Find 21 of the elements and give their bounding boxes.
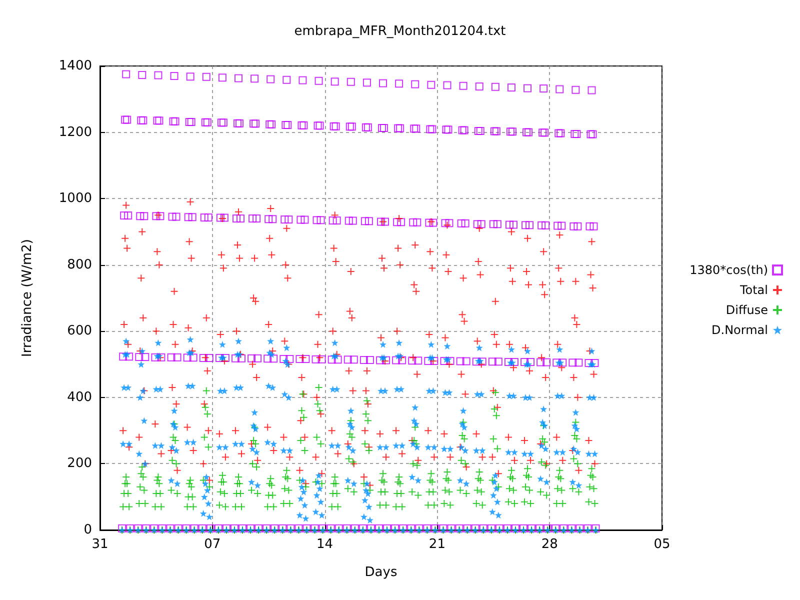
y-tick-label: 1200 xyxy=(58,124,92,140)
x-tick-label: 14 xyxy=(316,537,334,552)
y-tick-label: 1400 xyxy=(58,58,92,74)
x-tick-label: 28 xyxy=(541,537,558,552)
legend-label: D.Normal xyxy=(712,323,768,337)
x-tick-label: 07 xyxy=(204,537,221,552)
x-tick-label: 31 xyxy=(92,537,108,552)
y-tick-label: 400 xyxy=(67,390,92,405)
x-tick-label: 21 xyxy=(428,537,446,552)
legend-label: Diffuse xyxy=(726,303,768,317)
y-tick-label: 0 xyxy=(84,522,92,538)
chart-title: embrapa_MFR_Month201204.txt xyxy=(294,24,506,39)
y-tick-label: 800 xyxy=(67,257,92,272)
legend-label: Total xyxy=(738,283,768,297)
y-tick-label: 1000 xyxy=(58,191,92,206)
x-tick-label: 05 xyxy=(654,537,670,552)
y-tick-label: 200 xyxy=(67,456,92,472)
legend-label: 1380*cos(th) xyxy=(690,263,768,277)
y-axis-title: Irradiance (W/m2) xyxy=(20,239,35,357)
y-tick-label: 600 xyxy=(67,324,92,339)
x-axis-title: Days xyxy=(364,565,398,580)
